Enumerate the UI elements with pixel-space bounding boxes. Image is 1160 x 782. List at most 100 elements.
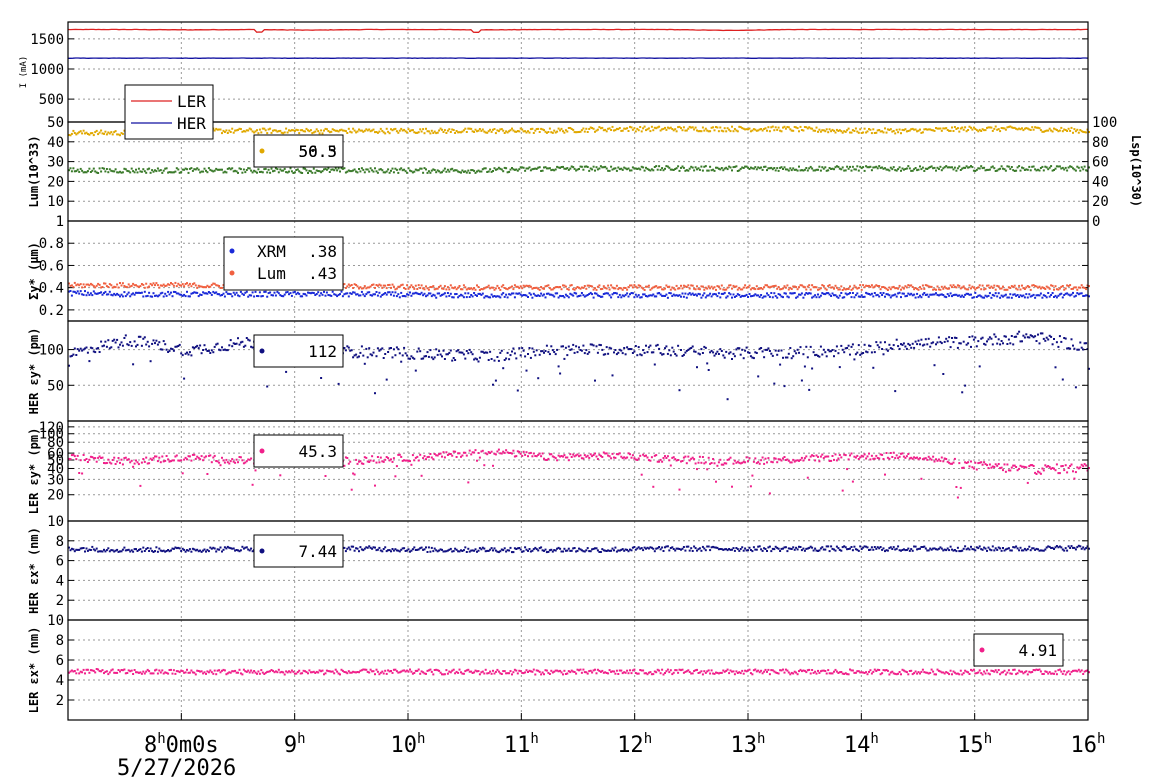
data-point <box>841 546 844 549</box>
data-point <box>819 287 822 290</box>
data-point <box>972 286 975 289</box>
data-point <box>86 283 89 286</box>
data-point <box>481 168 484 171</box>
data-point <box>688 287 691 290</box>
data-point <box>598 126 601 129</box>
data-point <box>1058 287 1061 290</box>
data-point <box>919 128 921 131</box>
data-point <box>483 296 486 299</box>
data-point <box>818 165 821 168</box>
data-point <box>503 295 506 298</box>
data-point <box>655 165 658 168</box>
data-point <box>707 169 710 172</box>
data-point <box>245 546 248 549</box>
data-point <box>194 168 197 171</box>
data-point <box>798 165 800 168</box>
data-point <box>494 549 497 552</box>
data-point <box>320 377 323 379</box>
data-point <box>905 167 908 170</box>
data-point <box>347 169 350 172</box>
data-point <box>270 167 273 170</box>
data-point <box>856 292 859 295</box>
data-point <box>1067 293 1070 296</box>
data-point <box>729 456 732 459</box>
data-point <box>148 285 151 288</box>
data-point <box>113 550 116 553</box>
data-point <box>314 171 317 174</box>
data-point <box>602 285 605 288</box>
data-point <box>449 547 452 550</box>
data-point <box>617 296 620 299</box>
data-point <box>395 465 398 468</box>
data-point <box>847 127 850 130</box>
data-point <box>812 351 815 354</box>
data-point <box>650 351 653 354</box>
data-point <box>471 295 474 298</box>
data-point <box>926 128 929 131</box>
data-point <box>594 287 596 290</box>
data-point <box>703 462 706 465</box>
data-point <box>100 291 103 294</box>
data-point <box>768 167 771 170</box>
data-point <box>132 170 135 173</box>
data-point <box>980 461 983 464</box>
data-point <box>869 165 872 168</box>
data-point <box>234 461 237 464</box>
data-point <box>891 347 894 350</box>
data-point <box>897 457 900 460</box>
data-point <box>328 294 331 297</box>
data-point <box>741 348 744 351</box>
data-point <box>68 134 70 136</box>
data-point <box>442 293 445 296</box>
data-point <box>604 353 607 356</box>
data-point <box>707 294 710 297</box>
data-point <box>465 454 468 457</box>
data-point <box>503 451 506 454</box>
data-point <box>853 545 856 548</box>
data-point <box>717 292 720 295</box>
data-point <box>914 545 917 548</box>
data-point <box>748 546 751 549</box>
data-point <box>328 171 331 173</box>
data-point <box>127 344 130 347</box>
data-point <box>207 291 210 293</box>
data-point <box>697 287 700 290</box>
data-point <box>713 129 716 132</box>
data-point <box>216 460 219 463</box>
data-point <box>674 168 677 170</box>
data-point <box>242 547 245 550</box>
data-point <box>84 285 86 288</box>
data-point <box>368 545 371 548</box>
data-point <box>212 282 215 285</box>
data-point <box>650 287 653 290</box>
data-point <box>720 548 723 551</box>
data-point <box>237 461 239 464</box>
data-point <box>473 451 476 454</box>
data-point <box>127 283 130 286</box>
data-point <box>796 295 799 298</box>
data-point <box>535 286 538 289</box>
data-point <box>888 547 891 550</box>
data-point <box>573 131 576 134</box>
data-point <box>658 460 661 463</box>
data-point <box>822 292 825 295</box>
data-point <box>1069 294 1072 297</box>
data-point <box>101 456 104 459</box>
data-point <box>388 459 391 462</box>
data-point <box>483 464 486 467</box>
data-point <box>200 294 203 296</box>
data-point <box>129 295 132 298</box>
data-point <box>599 295 602 298</box>
data-point <box>108 461 111 464</box>
data-point <box>1031 284 1034 287</box>
data-point <box>1012 285 1015 288</box>
data-point <box>866 455 869 458</box>
data-point <box>365 456 368 459</box>
data-point <box>86 461 89 463</box>
data-point <box>394 548 397 551</box>
data-point <box>919 286 921 289</box>
data-point <box>133 340 136 343</box>
data-point <box>130 344 133 347</box>
data-point <box>1022 167 1025 170</box>
